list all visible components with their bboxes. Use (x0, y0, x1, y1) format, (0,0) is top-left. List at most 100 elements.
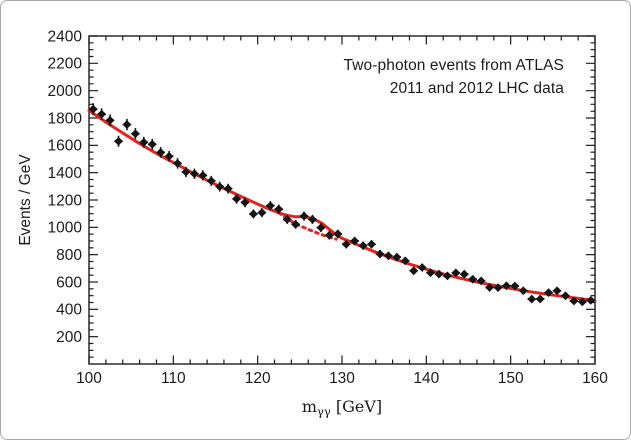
y-tick-label: 1400 (48, 165, 83, 182)
data-point (400, 256, 410, 266)
diamond-marker (367, 239, 376, 249)
diamond-marker (577, 297, 587, 307)
data-point (324, 230, 334, 240)
diamond-marker (468, 274, 478, 284)
diamond-marker (265, 201, 275, 211)
diamond-marker (130, 129, 140, 139)
data-point (274, 204, 284, 214)
diamond-marker (249, 209, 258, 219)
diamond-marker (569, 296, 579, 306)
data-point (316, 223, 326, 233)
diamond-marker (535, 294, 545, 304)
diamond-marker (291, 219, 301, 229)
diamond-marker (586, 295, 596, 305)
diamond-marker (350, 236, 360, 246)
data-point (257, 208, 267, 218)
y-tick-label: 1000 (48, 220, 83, 237)
data-point (476, 276, 486, 286)
diamond-marker (485, 283, 494, 292)
data-point (569, 296, 579, 306)
data-point (417, 263, 427, 272)
diamond-marker (476, 276, 486, 286)
data-point (215, 181, 225, 192)
data-point (139, 136, 149, 148)
y-tick-label: 2200 (48, 56, 83, 73)
data-point (206, 175, 216, 186)
data-point (383, 251, 393, 261)
diamond-marker (333, 229, 343, 239)
axis-tick-labels: 100 110 120 130 140 150 160 200 400 600 800 1000 120… (48, 28, 609, 387)
data-point (375, 249, 385, 259)
diamond-marker (198, 171, 208, 180)
data-point (181, 166, 191, 178)
diamond-marker (417, 263, 427, 272)
diamond-marker (409, 266, 419, 276)
data-point (114, 135, 123, 147)
data-point (299, 211, 309, 221)
data-point (130, 128, 140, 140)
data-point (485, 283, 494, 292)
diamond-marker (316, 223, 326, 233)
diamond-marker (105, 115, 115, 125)
y-tick-label: 2400 (48, 28, 83, 45)
diamond-marker (147, 139, 157, 149)
diamond-marker (375, 249, 385, 259)
x-axis-title: mγγ [GeV] (302, 397, 382, 419)
diamond-marker (223, 184, 233, 194)
data-point (223, 183, 233, 194)
diamond-marker (426, 268, 435, 278)
diamond-marker (451, 268, 461, 278)
data-point (97, 108, 107, 121)
data-point (240, 197, 250, 208)
diamond-marker (324, 230, 334, 240)
diamond-marker (122, 120, 132, 129)
diamond-marker (299, 211, 309, 221)
data-point (409, 266, 419, 276)
data-point (147, 138, 157, 150)
axis-ticks (88, 35, 596, 364)
diamond-marker (502, 281, 511, 291)
data-point (173, 158, 182, 169)
data-point (518, 286, 528, 296)
diamond-marker (434, 269, 444, 279)
y-tick-label: 200 (56, 329, 82, 346)
data-point (249, 209, 258, 219)
x-axis-title-subscript: γγ (317, 405, 331, 419)
signal-plus-background-fit-curve (87, 109, 597, 303)
data-point (265, 201, 275, 211)
diamond-marker (282, 215, 292, 224)
data-point (341, 239, 351, 249)
data-point (577, 297, 587, 307)
data-point (552, 286, 562, 296)
diamond-marker (527, 294, 537, 304)
data-point (392, 252, 402, 262)
diamond-marker (518, 286, 528, 296)
diamond-marker (206, 176, 216, 186)
diamond-marker (97, 109, 107, 119)
y-tick-label: 600 (56, 274, 82, 291)
data-point (561, 291, 570, 301)
diamond-marker (510, 281, 520, 291)
data-point (105, 114, 115, 127)
data-point (586, 295, 596, 305)
x-tick-label: 140 (413, 370, 439, 387)
data-point (443, 271, 452, 281)
diamond-marker (400, 256, 410, 266)
data-point (198, 170, 208, 181)
fit-curves (87, 109, 597, 303)
diamond-marker (552, 286, 562, 296)
diamond-marker (173, 158, 182, 168)
data-point (502, 281, 511, 291)
data-points (88, 103, 596, 307)
y-tick-label: 800 (56, 247, 82, 264)
x-tick-label: 150 (498, 370, 524, 387)
y-tick-label: 1200 (48, 192, 83, 209)
diamond-marker (459, 269, 469, 279)
data-point (350, 236, 360, 246)
diamond-marker (383, 251, 393, 261)
diamond-marker (181, 167, 191, 177)
data-point (367, 239, 376, 249)
x-axis-title-base: m (302, 397, 317, 416)
data-point (232, 194, 241, 204)
diamond-marker (215, 182, 225, 192)
